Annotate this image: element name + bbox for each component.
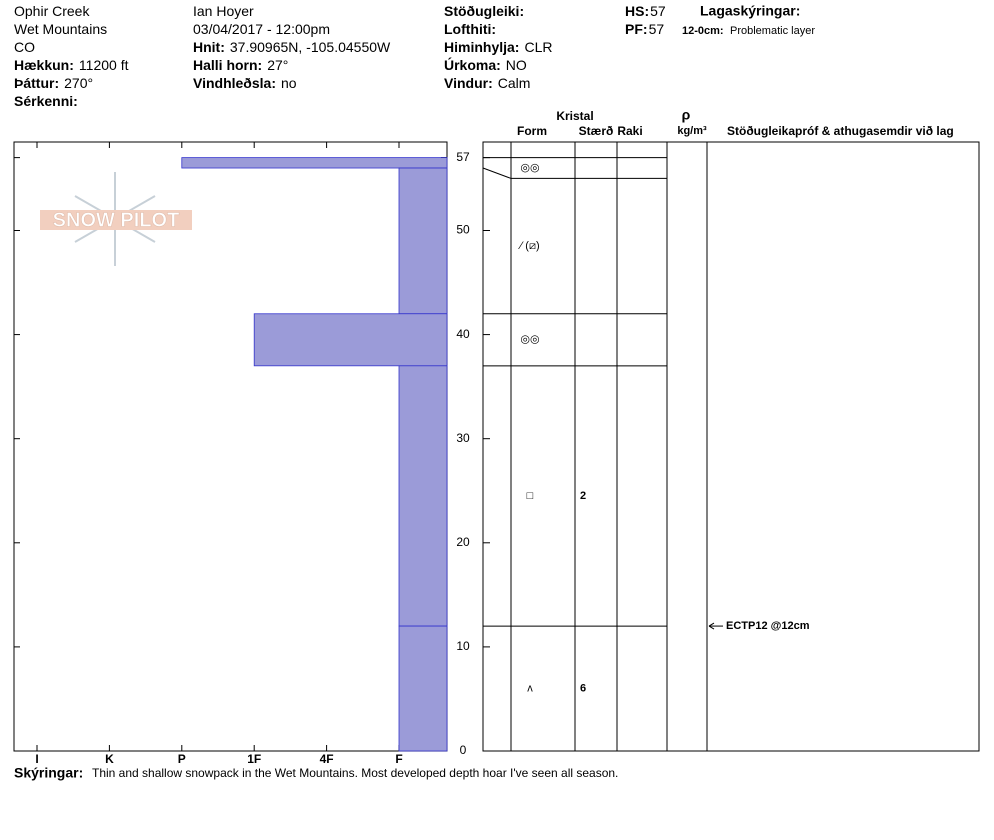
y-tick-label: 30: [456, 431, 470, 445]
field-value: NO: [506, 57, 527, 73]
grain-form: □: [527, 490, 534, 502]
y-tick-label: 10: [456, 639, 470, 653]
column-header: Form: [517, 124, 547, 138]
field-label: PF:: [625, 21, 648, 37]
column-header: Stærð: [579, 124, 614, 138]
field-value: 27°: [267, 57, 288, 73]
y-tick-label: 57: [456, 150, 470, 164]
field-label: Úrkoma:: [444, 56, 501, 73]
header-field: Lofthiti:: [444, 21, 496, 37]
field-value: 57: [650, 3, 666, 19]
note-range: 12-0cm:: [682, 25, 724, 37]
hardness-bar: [181, 157, 448, 169]
field-label: Stöðugleiki:: [444, 3, 524, 19]
hardness-bar: [253, 313, 448, 367]
field-value: 270°: [64, 75, 93, 91]
header-field: Þáttur: 270°: [14, 75, 93, 91]
header-field: Himinhylja: CLR: [444, 39, 552, 55]
notes-title: Lagaskýringar:: [700, 3, 800, 19]
header-field: Hækkun: 11200 ft: [14, 57, 129, 73]
header-field: Ian Hoyer: [193, 3, 254, 19]
field-value: 57: [649, 21, 665, 37]
field-label: Himinhylja:: [444, 39, 519, 55]
field-value: 37.90965N, -105.04550W: [230, 39, 391, 55]
footer-text: Thin and shallow snowpack in the Wet Mou…: [92, 766, 618, 780]
header-field: Úrkoma: NO: [444, 56, 527, 73]
density-unit: kg/m³: [677, 125, 707, 137]
field-value: 03/04/2017 - 12:00pm: [193, 21, 330, 37]
field-value: Wet Mountains: [14, 21, 107, 37]
field-value: CO: [14, 39, 35, 55]
grain-size: 2: [580, 490, 586, 502]
crystal-header: Kristal: [556, 109, 593, 123]
x-tick-label: 1F: [247, 752, 261, 766]
field-label: Lofthiti:: [444, 21, 496, 37]
y-tick-label: 50: [456, 223, 470, 237]
x-tick-label: P: [178, 752, 186, 766]
test-label: ECTP12 @12cm: [726, 620, 810, 632]
layer-boundary: [482, 167, 667, 179]
field-label: HS:: [625, 3, 649, 19]
y-tick-label: 40: [456, 327, 470, 341]
hardness-bar: [398, 625, 448, 752]
grain-form: ◎◎: [520, 162, 539, 174]
header-field: Ophir Creek: [14, 3, 90, 19]
x-tick-label: I: [35, 752, 38, 766]
field-value: no: [281, 75, 297, 91]
x-tick-label: 4F: [320, 752, 334, 766]
note-text: Problematic layer: [730, 25, 815, 37]
header-field: Stöðugleiki:: [444, 3, 524, 19]
hardness-bar: [398, 365, 448, 627]
hardness-frame: [13, 141, 448, 752]
y-tick-label: 20: [456, 535, 470, 549]
logo: SNOW PILOT: [40, 172, 192, 266]
field-label: Þáttur:: [14, 75, 59, 91]
field-label: Halli horn:: [193, 57, 262, 73]
field-label: Sérkenni:: [14, 93, 78, 109]
grain-form: ◎◎: [520, 334, 539, 346]
grain-form: ʌ: [527, 682, 533, 694]
header-field: Wet Mountains: [14, 21, 107, 37]
density-symbol: ρ: [682, 107, 691, 123]
logo-text: SNOW PILOT: [53, 209, 180, 231]
header-field: Vindhleðsla: no: [193, 75, 297, 91]
field-value: Calm: [498, 75, 531, 91]
field-value: 11200 ft: [79, 57, 129, 73]
grain-size: 6: [580, 682, 586, 694]
arrow-head: [708, 622, 715, 630]
comments-header: Stöðugleikapróf & athugasemdir við lag: [727, 124, 954, 138]
header-field: PF:57: [625, 21, 664, 37]
field-label: Vindur:: [444, 75, 493, 91]
x-tick-label: K: [105, 752, 114, 766]
field-value: CLR: [524, 39, 552, 55]
field-value: Ian Hoyer: [193, 3, 254, 19]
header-field: Halli horn: 27°: [193, 57, 288, 73]
layer-frame: [482, 141, 980, 752]
header-field: 03/04/2017 - 12:00pm: [193, 21, 330, 37]
grain-form: ⁄ (⧄): [517, 240, 539, 252]
x-tick-label: F: [395, 752, 402, 766]
field-label: Hækkun:: [14, 57, 74, 73]
header-field: Hnit: 37.90965N, -105.04550W: [193, 39, 391, 55]
footer-label: Skýringar:: [14, 765, 83, 781]
header-field: CO: [14, 39, 35, 55]
column-header: Raki: [617, 124, 642, 138]
column-dividers: [510, 142, 708, 751]
hardness-bar: [398, 167, 448, 315]
y-tick-label: 0: [460, 743, 467, 757]
field-label: Vindhleðsla:: [193, 75, 276, 91]
header-field: Vindur: Calm: [444, 75, 530, 91]
header-field: HS:57: [625, 3, 666, 19]
field-value: Ophir Creek: [14, 3, 90, 19]
header-field: Sérkenni:: [14, 93, 78, 109]
field-label: Hnit:: [193, 39, 225, 55]
